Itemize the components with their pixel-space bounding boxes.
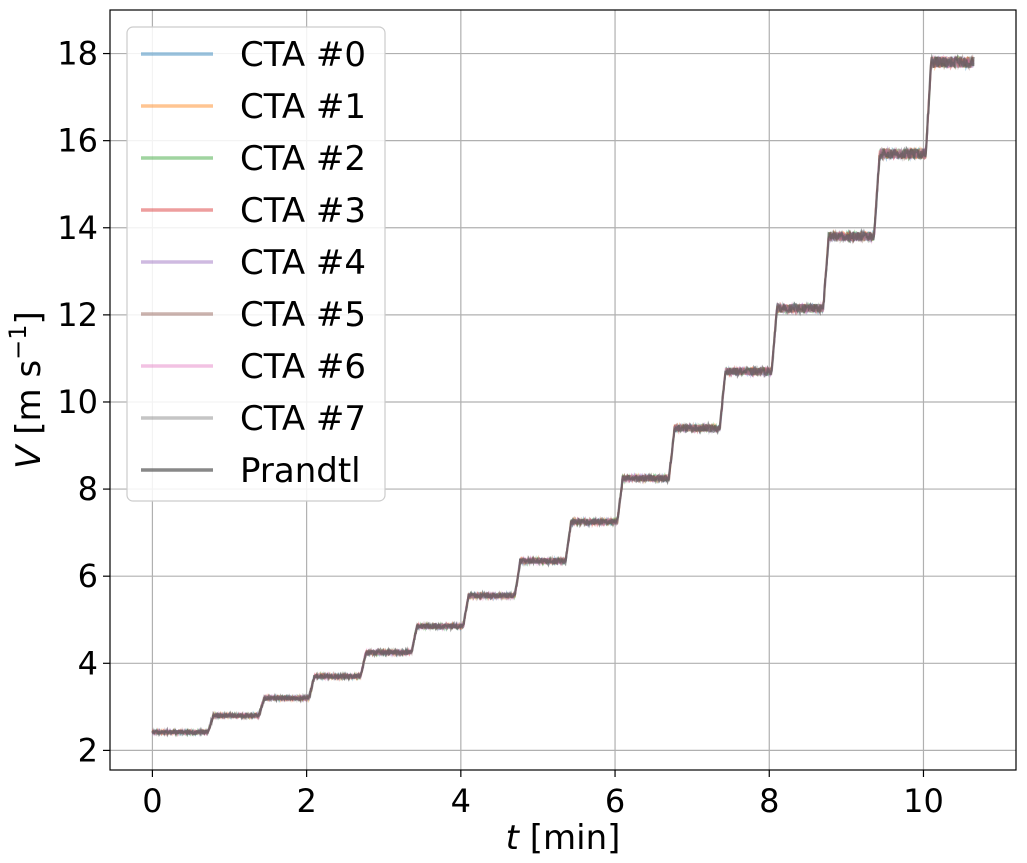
y-axis-label-exponent: −1 bbox=[4, 324, 32, 359]
y-tick-label: 16 bbox=[57, 122, 98, 160]
axis-ticks: 0 2 4 6 8 10 2 4 6 8 10 12 14 16 18 bbox=[57, 35, 944, 820]
y-axis-label-close: ] bbox=[9, 311, 49, 324]
legend-label: CTA #2 bbox=[240, 139, 366, 179]
x-tick-label: 4 bbox=[451, 782, 471, 820]
x-tick-label: 8 bbox=[759, 782, 779, 820]
legend-label: CTA #1 bbox=[240, 87, 366, 127]
x-tick-label: 10 bbox=[903, 782, 944, 820]
legend-label: CTA #4 bbox=[240, 243, 366, 283]
y-tick-label: 10 bbox=[57, 383, 98, 421]
y-axis-label-unit: [m s bbox=[9, 360, 49, 446]
legend-box bbox=[126, 26, 386, 502]
y-tick-label: 14 bbox=[57, 209, 98, 247]
legend-label: Prandtl bbox=[240, 451, 361, 491]
y-tick-label: 12 bbox=[57, 296, 98, 334]
x-tick-label: 6 bbox=[605, 782, 625, 820]
plot-frame bbox=[109, 9, 1017, 771]
y-axis-label-symbol: V bbox=[9, 443, 49, 469]
legend-label: CTA #7 bbox=[240, 399, 366, 439]
legend-label: CTA #6 bbox=[240, 347, 366, 387]
x-axis-label-symbol: t bbox=[506, 818, 521, 858]
y-tick-label: 4 bbox=[78, 644, 98, 682]
legend: CTA #0 CTA #1 CTA #2 CTA #3 CTA #4 CTA #5 CTA … bbox=[126, 26, 386, 502]
y-tick-label: 2 bbox=[78, 731, 98, 769]
legend-label: CTA #3 bbox=[240, 191, 366, 231]
legend-label: CTA #0 bbox=[240, 35, 366, 75]
x-axis-label: t [min] bbox=[506, 818, 621, 858]
x-axis-label-unit: [min] bbox=[519, 818, 620, 858]
y-tick-label: 6 bbox=[78, 557, 98, 595]
legend-label: CTA #5 bbox=[240, 295, 366, 335]
series-line-prandtl bbox=[151, 53, 975, 738]
x-tick-label: 2 bbox=[296, 782, 316, 820]
series-lines bbox=[151, 53, 975, 738]
y-tick-label: 8 bbox=[78, 470, 98, 508]
y-tick-label: 18 bbox=[57, 35, 98, 73]
x-tick-label: 0 bbox=[142, 782, 162, 820]
y-axis-label: V [m s−1] bbox=[4, 311, 49, 469]
